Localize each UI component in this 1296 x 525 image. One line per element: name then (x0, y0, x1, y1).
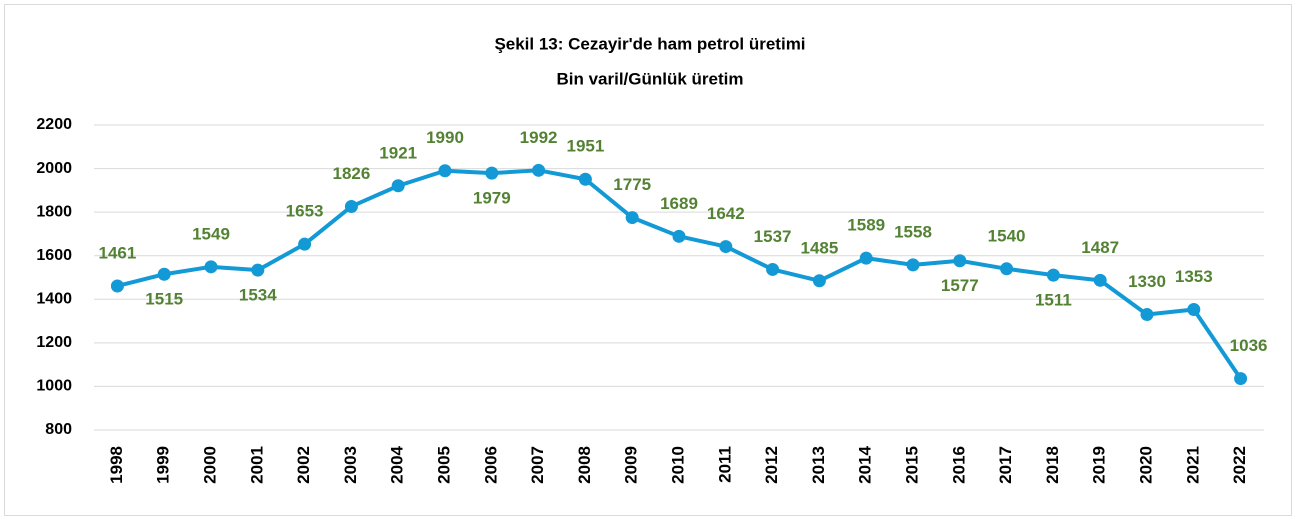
data-point (204, 260, 218, 274)
y-tick-label: 1800 (36, 203, 72, 220)
data-point (859, 251, 873, 265)
x-tick-label: 2000 (200, 446, 219, 484)
x-tick-label: 2019 (1090, 446, 1109, 484)
x-tick-label: 2020 (1136, 446, 1155, 484)
data-label: 1485 (800, 238, 838, 257)
y-tick-label: 1600 (36, 247, 72, 264)
data-point (1093, 273, 1107, 287)
data-label: 1775 (613, 175, 651, 194)
data-point (906, 258, 920, 272)
data-point (1234, 372, 1248, 386)
y-tick-label: 2200 (36, 116, 72, 133)
x-tick-label: 1998 (107, 446, 126, 484)
x-tick-label: 2016 (949, 446, 968, 484)
data-label: 1461 (98, 243, 136, 262)
data-point (157, 267, 171, 281)
x-tick-label: 2013 (809, 446, 828, 484)
data-point (1000, 262, 1014, 276)
y-tick-label: 1000 (36, 378, 72, 395)
x-tick-label: 2015 (902, 446, 921, 484)
data-label: 1990 (426, 128, 464, 147)
data-label: 1826 (332, 164, 370, 183)
y-tick-label: 800 (45, 421, 72, 438)
x-tick-label: 2005 (434, 446, 453, 484)
x-tick-label: 2021 (1183, 446, 1202, 484)
y-tick-label: 1200 (36, 334, 72, 351)
data-point (298, 237, 312, 251)
data-label: 1979 (473, 189, 511, 208)
data-label: 1951 (566, 137, 604, 156)
data-point (485, 166, 499, 180)
x-tick-label: 2008 (575, 446, 594, 484)
data-point (251, 263, 265, 277)
data-point (110, 279, 124, 293)
data-label: 1558 (894, 222, 932, 241)
data-point (625, 211, 639, 225)
y-tick-label: 2000 (36, 160, 72, 177)
data-label: 1353 (1175, 267, 1213, 286)
data-point (532, 163, 546, 177)
data-label: 1537 (754, 227, 792, 246)
data-label: 1577 (941, 276, 979, 295)
y-tick-label: 1400 (36, 291, 72, 308)
chart-title: Şekil 13: Cezayir'de ham petrol üretimi (494, 34, 805, 53)
data-point (719, 240, 733, 254)
data-label: 1642 (707, 204, 745, 223)
x-tick-label: 2003 (341, 446, 360, 484)
x-tick-label: 2006 (481, 446, 500, 484)
x-tick-label: 2018 (1043, 446, 1062, 484)
chart-subtitle: Bin varil/Günlük üretim (556, 69, 743, 88)
x-tick-label: 1999 (154, 446, 173, 484)
data-point (438, 164, 452, 178)
data-point (1187, 303, 1201, 317)
data-point (953, 254, 967, 268)
data-point (344, 199, 358, 213)
data-label: 1515 (145, 290, 183, 309)
x-tick-label: 2004 (388, 445, 407, 483)
data-label: 1589 (847, 216, 885, 235)
data-point (812, 274, 826, 288)
data-label: 1511 (1035, 291, 1072, 310)
x-tick-label: 2001 (247, 446, 266, 484)
x-tick-label: 2002 (294, 446, 313, 484)
x-tick-label: 2009 (622, 446, 641, 484)
data-point (766, 262, 780, 276)
data-point (1046, 268, 1060, 282)
data-label: 1330 (1128, 272, 1166, 291)
data-label: 1653 (286, 202, 324, 221)
x-tick-label: 2011 (715, 446, 734, 483)
data-label: 1549 (192, 224, 230, 243)
data-point (1140, 308, 1154, 322)
data-label: 1036 (1230, 336, 1268, 355)
data-label: 1540 (988, 226, 1026, 245)
data-point (391, 179, 405, 193)
data-label: 1534 (239, 286, 277, 305)
x-tick-label: 2017 (996, 446, 1015, 484)
data-label: 1689 (660, 194, 698, 213)
x-tick-label: 2014 (856, 445, 875, 483)
x-tick-label: 2007 (528, 446, 547, 484)
data-point (578, 172, 592, 186)
data-label: 1487 (1081, 238, 1119, 257)
x-tick-label: 2022 (1230, 446, 1249, 484)
x-tick-label: 2010 (668, 446, 687, 484)
data-label: 1921 (379, 143, 417, 162)
x-tick-label: 2012 (762, 446, 781, 484)
data-label: 1992 (520, 128, 558, 147)
data-point (672, 229, 686, 243)
